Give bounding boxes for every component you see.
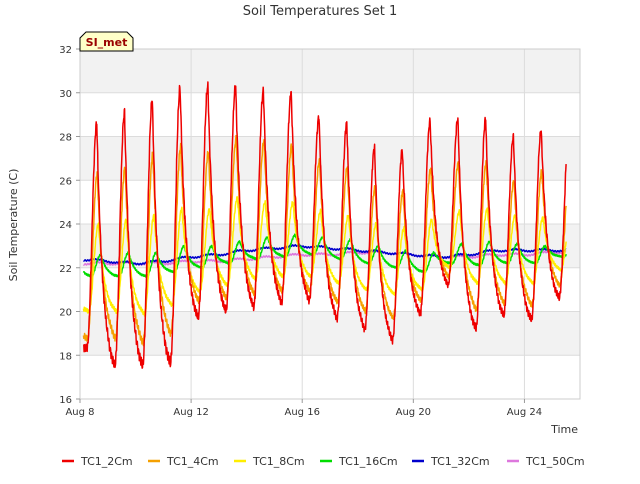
site-badge-label: SI_met <box>86 36 128 49</box>
series-lines <box>82 81 567 369</box>
y-tick-label: 26 <box>59 176 72 187</box>
x-tick-label: Aug 12 <box>173 407 208 418</box>
series-line-tc1-2cm <box>82 81 567 369</box>
site-badge-box <box>79 31 134 52</box>
series-line-tc1-50cm <box>82 249 567 266</box>
y-tick-label: 16 <box>59 395 72 406</box>
y-axis: 16 18 20 22 24 26 28 30 32 <box>59 45 80 406</box>
y-tick-label: 18 <box>59 351 72 362</box>
y-axis-label: Soil Temperature (C) <box>7 169 20 282</box>
grid-band <box>80 224 580 268</box>
x-axis: Aug 8 Aug 12 Aug 16 Aug 20 Aug 24 <box>65 399 542 418</box>
legend-label: TC1_4Cm <box>166 455 219 468</box>
grid-band <box>80 49 580 93</box>
y-tick-label: 30 <box>59 89 72 100</box>
x-axis-label: Time <box>550 423 578 436</box>
x-tick-label: Aug 8 <box>65 407 94 418</box>
grid-band <box>80 136 580 181</box>
y-tick-label: 20 <box>59 308 72 319</box>
x-tick-label: Aug 20 <box>396 407 431 418</box>
plot-background <box>79 48 581 400</box>
y-tick-label: 28 <box>59 133 72 144</box>
legend-label: TC1_8Cm <box>252 455 305 468</box>
legend-label: TC1_2Cm <box>80 455 133 468</box>
legend-label: TC1_50Cm <box>525 455 585 468</box>
x-tick-label: Aug 16 <box>285 407 320 418</box>
chart-title: Soil Temperatures Set 1 <box>243 4 398 19</box>
legend-label: TC1_16Cm <box>338 455 398 468</box>
legend-label: TC1_32Cm <box>430 455 490 468</box>
y-tick-label: 32 <box>59 45 72 56</box>
grid-band <box>80 311 580 356</box>
y-tick-label: 22 <box>59 264 72 275</box>
legend: TC1_2Cm TC1_4Cm TC1_8Cm TC1_16Cm TC1_32Cm TC1… <box>62 455 585 468</box>
x-tick-label: Aug 24 <box>507 407 542 418</box>
site-badge: SI_met <box>79 31 134 52</box>
y-tick-label: 24 <box>59 220 72 231</box>
